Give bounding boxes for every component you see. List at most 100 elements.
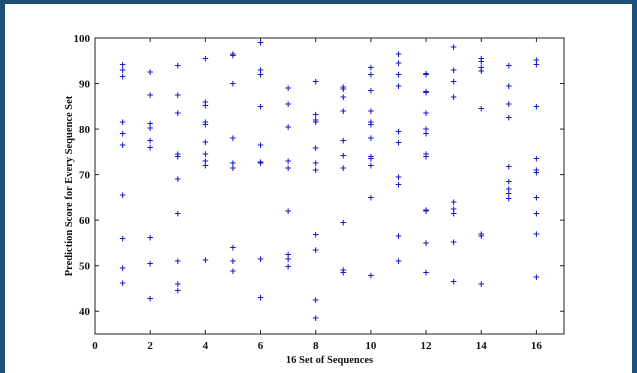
data-point: +: [505, 177, 513, 187]
x-tick-label: 16: [531, 340, 543, 352]
data-point: +: [202, 138, 210, 148]
data-point: +: [257, 102, 265, 112]
data-point: +: [340, 136, 348, 146]
data-point: +: [284, 84, 292, 94]
data-point: +: [229, 159, 237, 169]
data-point: +: [477, 54, 485, 64]
data-point: +: [450, 93, 458, 103]
data-point: +: [422, 207, 430, 217]
data-point: +: [340, 269, 348, 279]
data-point: +: [119, 234, 127, 244]
data-point: +: [312, 314, 320, 324]
data-point: +: [202, 118, 210, 128]
data-point: +: [312, 296, 320, 306]
data-point: +: [450, 66, 458, 76]
data-point: +: [146, 120, 154, 130]
data-point: +: [229, 257, 237, 267]
data-point: +: [284, 123, 292, 133]
data-point: +: [340, 93, 348, 103]
data-point: +: [119, 279, 127, 289]
plot-area: [94, 37, 565, 335]
data-point: +: [422, 150, 430, 160]
y-tick-label: 80: [79, 124, 91, 136]
data-point: +: [450, 209, 458, 219]
data-point: +: [174, 91, 182, 101]
y-tick-label: 90: [79, 79, 91, 91]
data-point: +: [119, 141, 127, 151]
data-point: +: [422, 152, 430, 162]
data-point: +: [505, 190, 513, 200]
y-tick-label: 50: [79, 261, 91, 273]
data-point: +: [367, 64, 375, 74]
data-point: +: [533, 102, 541, 112]
data-point: +: [312, 144, 320, 154]
data-point: +: [340, 107, 348, 117]
data-point: +: [477, 58, 485, 68]
data-point: +: [174, 257, 182, 267]
data-point: +: [229, 164, 237, 174]
x-tick-label: 4: [203, 340, 209, 352]
data-point: +: [367, 134, 375, 144]
data-point: +: [257, 255, 265, 265]
data-point: +: [257, 159, 265, 169]
data-point: +: [340, 164, 348, 174]
data-point: +: [395, 173, 403, 183]
data-point: +: [229, 267, 237, 277]
data-point: +: [395, 50, 403, 60]
data-point: +: [202, 150, 210, 160]
data-point: +: [229, 243, 237, 253]
data-point: +: [229, 134, 237, 144]
data-point: +: [450, 238, 458, 248]
data-point: +: [477, 232, 485, 242]
data-point: +: [284, 255, 292, 265]
data-point: +: [533, 273, 541, 283]
data-point: +: [395, 181, 403, 191]
data-point: +: [367, 193, 375, 203]
y-axis: 40 50 60 70 80 90 100: [74, 33, 564, 318]
data-point: +: [174, 175, 182, 185]
data-point: +: [340, 266, 348, 276]
data-point: +: [202, 98, 210, 108]
data-point: +: [284, 100, 292, 110]
data-point: +: [422, 70, 430, 80]
data-point: +: [174, 280, 182, 290]
data-point: +: [422, 109, 430, 119]
x-tick-label: 6: [258, 340, 264, 352]
data-point: +: [367, 272, 375, 282]
data-point: +: [367, 121, 375, 131]
y-tick-label: 70: [79, 170, 91, 182]
x-tick-label: 14: [476, 340, 488, 352]
data-point: +: [450, 205, 458, 215]
data-point: +: [395, 257, 403, 267]
data-point: +: [119, 130, 127, 140]
data-point: +: [505, 82, 513, 92]
data-point: +: [477, 105, 485, 115]
data-point: +: [202, 157, 210, 167]
data-points: + + + + + + + + + + + + + + + + + + + + + + + + + + + + + + + + + + + + + + + +…: [119, 39, 540, 325]
data-point: +: [174, 61, 182, 71]
data-point: +: [119, 264, 127, 274]
data-point: +: [312, 77, 320, 87]
data-point: +: [284, 250, 292, 260]
data-point: +: [119, 73, 127, 83]
y-axis-title: Prediction Score for Every Sequence Set: [64, 95, 75, 276]
data-point: +: [284, 164, 292, 174]
y-tick-label: 40: [79, 306, 91, 318]
data-point: +: [257, 39, 265, 49]
data-point: +: [202, 162, 210, 172]
y-tick-label: 100: [74, 33, 91, 45]
data-point: +: [450, 43, 458, 53]
data-point: +: [202, 121, 210, 131]
data-point: +: [422, 70, 430, 80]
data-point: +: [174, 109, 182, 119]
data-point: +: [229, 51, 237, 61]
data-point: +: [312, 246, 320, 256]
data-point: +: [505, 61, 513, 71]
data-point: +: [146, 68, 154, 78]
data-point: +: [422, 88, 430, 98]
x-tick-label: 10: [365, 340, 377, 352]
data-point: +: [146, 143, 154, 153]
data-point: +: [422, 130, 430, 140]
